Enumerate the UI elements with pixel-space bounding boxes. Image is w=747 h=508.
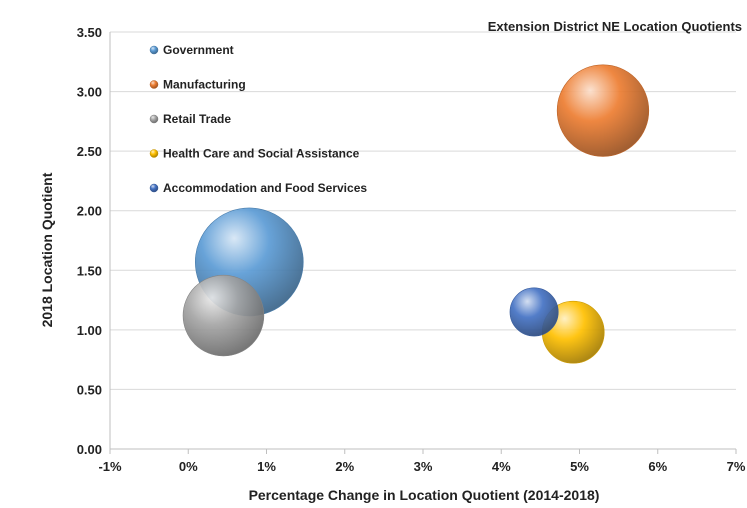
- legend-item-health-care-and-social-assistance: Health Care and Social Assistance: [149, 147, 360, 161]
- legend-item-manufacturing: Manufacturing: [149, 78, 246, 92]
- x-tick-label: 1%: [257, 459, 276, 474]
- axes: 0.00 0.50 1.00 1.50 2.00 2.50 3.00 3.50 -1% 0% 1% 2…: [77, 25, 746, 474]
- x-tick-label: 3%: [414, 459, 433, 474]
- y-tick-label: 1.50: [77, 263, 102, 278]
- y-axis-label: 2018 Location Quotient: [39, 172, 55, 327]
- x-tick-label: 4%: [492, 459, 511, 474]
- x-axis-label: Percentage Change in Location Quotient (…: [249, 487, 600, 503]
- y-tick-label: 1.00: [77, 323, 102, 338]
- legend-label: Manufacturing: [163, 78, 246, 92]
- legend-item-government: Government: [149, 43, 234, 57]
- bubbles: [182, 64, 650, 364]
- y-tick-label: 3.00: [77, 85, 102, 100]
- x-tick-label: 6%: [648, 459, 667, 474]
- chart-title: Extension District NE Location Quotients: [488, 19, 742, 34]
- x-tick-label: -1%: [98, 459, 122, 474]
- legend-label: Government: [163, 43, 234, 57]
- legend-item-accommodation-and-food-services: Accommodation and Food Services: [149, 181, 367, 195]
- x-tick-label: 0%: [179, 459, 198, 474]
- legend-marker: [149, 183, 159, 193]
- legend-item-retail-trade: Retail Trade: [149, 112, 231, 126]
- x-tick-label: 2%: [335, 459, 354, 474]
- y-tick-label: 2.00: [77, 204, 102, 219]
- x-tick-label: 5%: [570, 459, 589, 474]
- x-tick-label: 7%: [727, 459, 746, 474]
- legend-label: Health Care and Social Assistance: [163, 147, 360, 161]
- bubble-retail-trade: [182, 274, 265, 357]
- legend-label: Retail Trade: [163, 112, 231, 126]
- y-tick-label: 2.50: [77, 144, 102, 159]
- legend-marker: [149, 80, 159, 89]
- legend-marker: [149, 149, 159, 158]
- y-tick-label: 0.50: [77, 382, 102, 397]
- legend-marker: [149, 114, 159, 124]
- legend-marker: [149, 45, 159, 55]
- bubble-accommodation-and-food-services: [509, 287, 559, 337]
- legend: Government Manufacturing Retail Trade Healt…: [149, 43, 367, 195]
- y-tick-label: 0.00: [77, 442, 102, 457]
- bubble-manufacturing: [556, 64, 650, 157]
- legend-label: Accommodation and Food Services: [163, 181, 367, 195]
- y-tick-label: 3.50: [77, 25, 102, 40]
